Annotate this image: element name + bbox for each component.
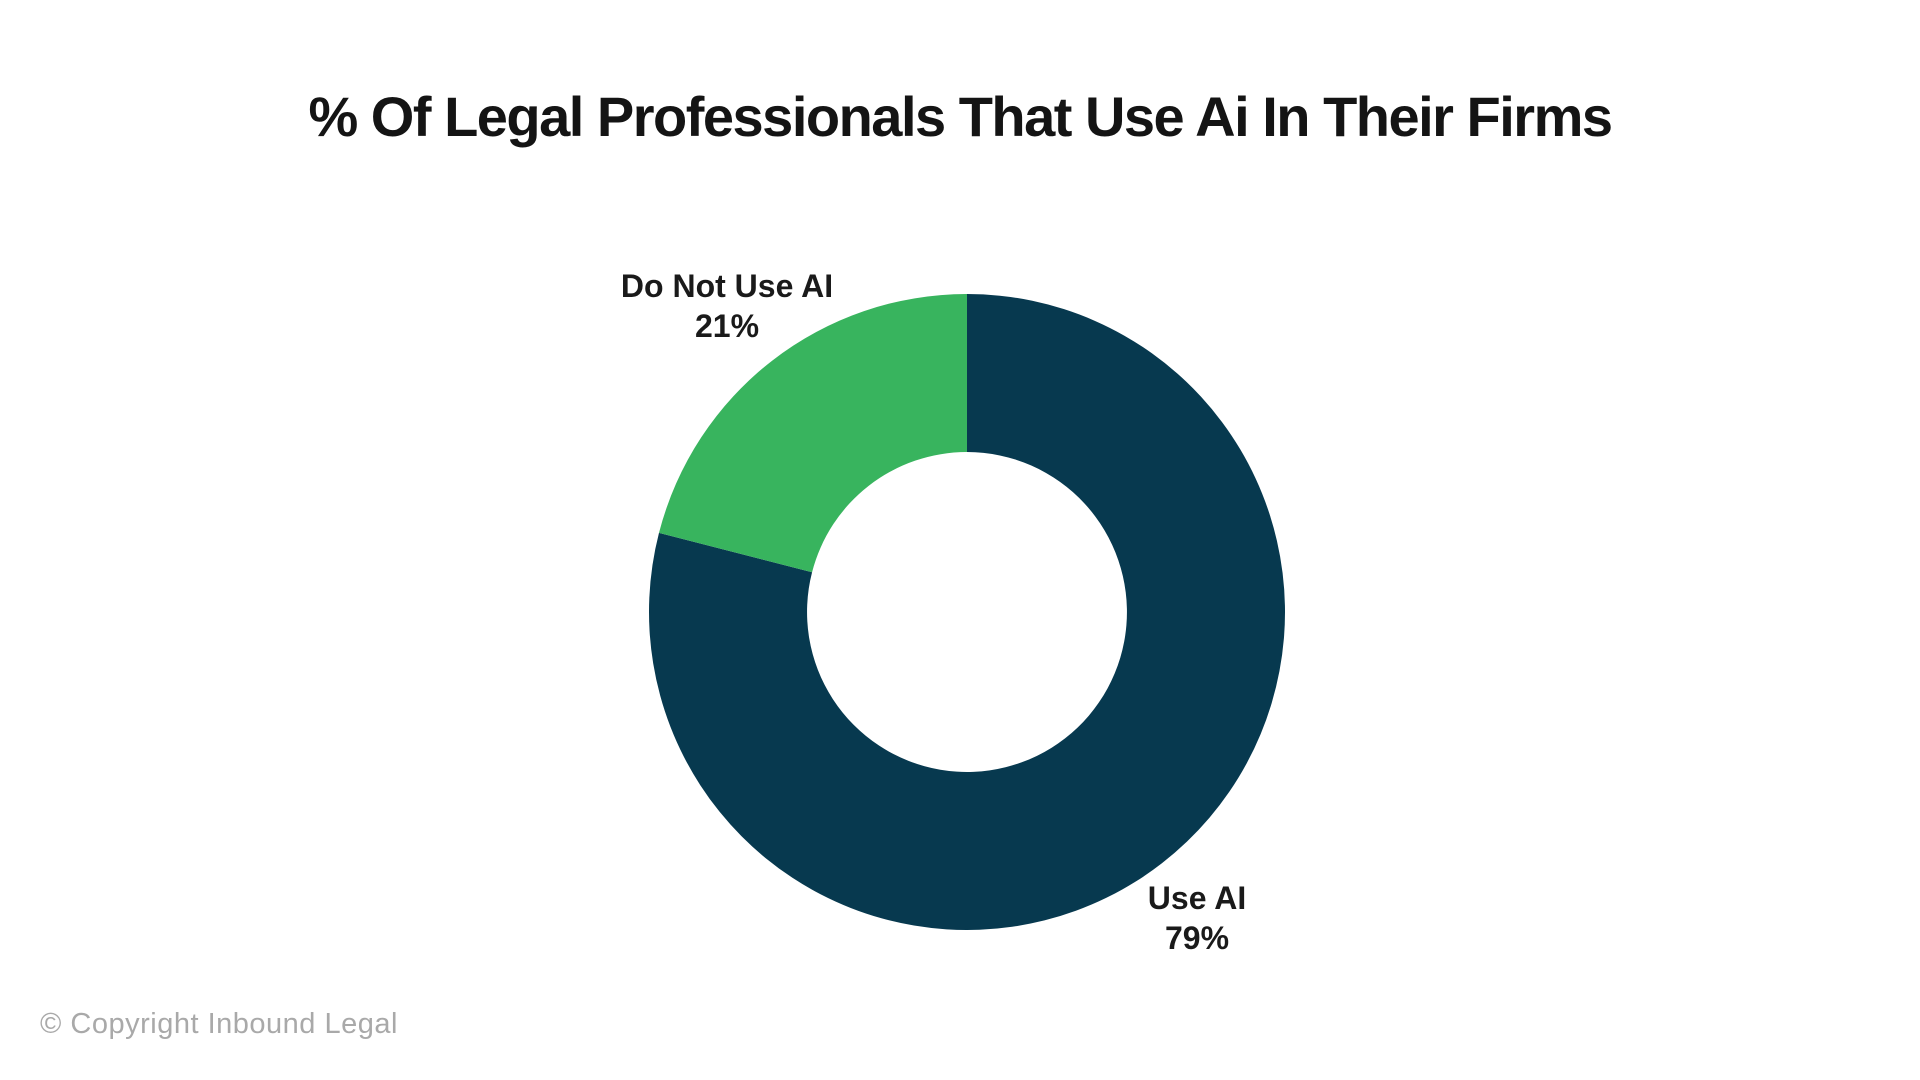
chart-title: % Of Legal Professionals That Use Ai In … — [308, 85, 1613, 148]
slice-percent-text: 79% — [1164, 920, 1230, 956]
donut-slice-use-ai — [649, 294, 1285, 930]
donut-slice-do-not-use-ai — [658, 294, 967, 573]
slice-label-use-ai: Use AI 79% — [977, 878, 1417, 958]
slice-percent-text: 21% — [694, 308, 760, 344]
donut-chart — [649, 294, 1285, 930]
slice-label-text: Use AI — [1147, 880, 1247, 916]
copyright-notice: © Copyright Inbound Legal — [40, 1008, 398, 1040]
slice-label-text: Do Not Use AI — [620, 268, 834, 304]
slice-label-do-not-use-ai: Do Not Use AI 21% — [507, 266, 947, 346]
donut-chart-svg — [649, 294, 1285, 930]
